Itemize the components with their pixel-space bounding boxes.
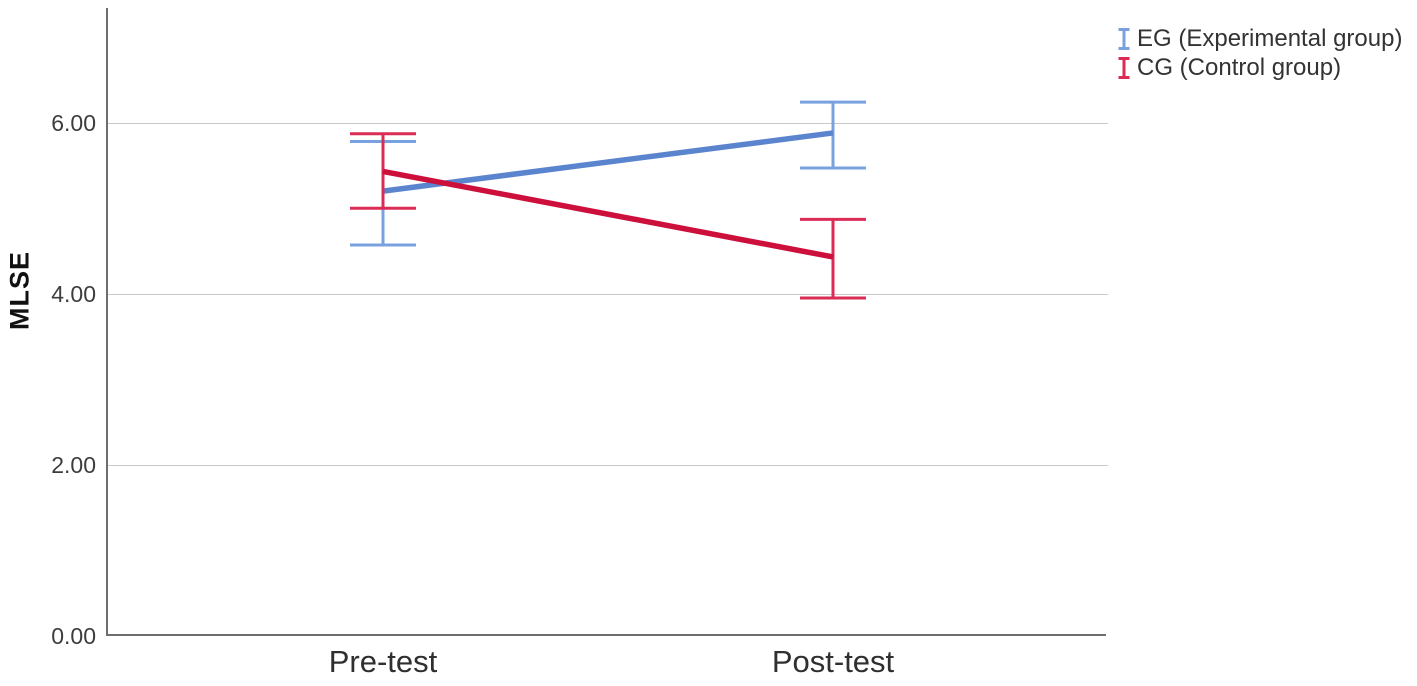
legend-item: EG (Experimental group) — [1117, 24, 1402, 53]
series-line — [382, 130, 834, 194]
gridline — [108, 293, 1108, 295]
error-bar-swatch-icon — [1118, 56, 1130, 79]
legend: EG (Experimental group) CG (Control group… — [1117, 24, 1402, 82]
y-tick-label: 0.00 — [51, 623, 96, 649]
y-tick-label: 4.00 — [51, 280, 96, 307]
x-tick-label: Post-test — [771, 644, 895, 679]
gridline — [108, 464, 1108, 466]
error-bar-swatch-icon — [1118, 27, 1130, 50]
y-tick-label: 6.00 — [51, 109, 96, 136]
x-tick-label: Pre-test — [328, 644, 438, 679]
series-line — [382, 168, 834, 260]
legend-item-label: CG (Control group) — [1137, 53, 1342, 81]
series-plot — [350, 100, 866, 300]
legend-item: CG (Control group) — [1117, 53, 1402, 82]
y-tick-label: 2.00 — [51, 451, 96, 478]
x-axis-tick-labels: Pre-test Post-test — [108, 644, 1108, 684]
plot-area — [106, 8, 1108, 636]
legend-item-label: EG (Experimental group) — [1137, 24, 1403, 52]
gridline — [108, 122, 1108, 124]
y-axis-tick-labels: 0.00 2.00 4.00 6.00 — [0, 8, 96, 649]
